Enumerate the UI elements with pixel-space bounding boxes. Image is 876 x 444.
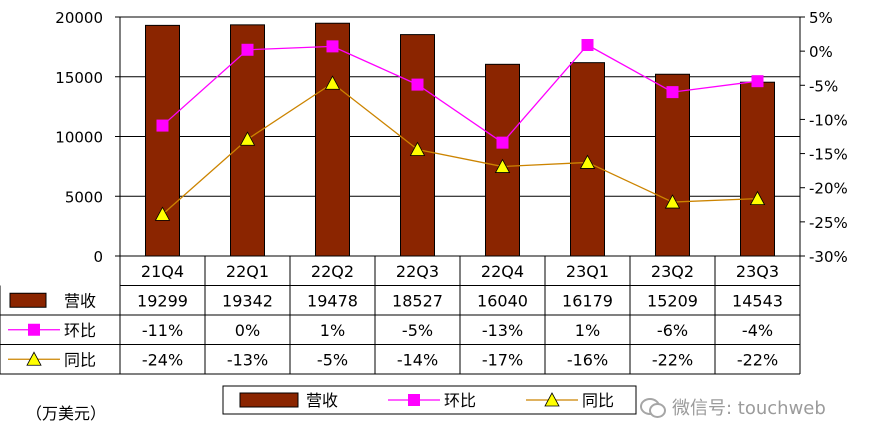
revenue-bars — [145, 22, 775, 257]
table-cell: 16179 — [562, 291, 613, 310]
left-tick-label: 5000 — [65, 188, 103, 206]
gridlines — [120, 16, 800, 197]
right-tick-label: -30% — [809, 248, 848, 266]
yoy-point — [579, 154, 596, 169]
right-tick-label: 5% — [809, 9, 833, 27]
category-label: 23Q2 — [651, 262, 694, 281]
right-tick-label: -15% — [809, 146, 848, 164]
legend-label-revenue: 营收 — [306, 391, 338, 410]
left-tick-label: 0 — [93, 248, 103, 266]
watermark-text: 微信号: touchweb — [672, 398, 826, 419]
row-label: 营收 — [64, 291, 96, 310]
watermark: 微信号: touchweb — [640, 392, 870, 422]
right-tick-label: -5% — [809, 77, 838, 95]
legend-key-yoy-marker — [544, 392, 560, 407]
table-cell: -22% — [737, 350, 778, 369]
table-cell: -17% — [482, 350, 523, 369]
category-label: 22Q2 — [311, 262, 354, 281]
left-tick-label: 20000 — [55, 9, 103, 27]
table-cell: 1% — [575, 321, 600, 340]
left-axis-ticks: 0 5000 10000 15000 20000 — [55, 9, 120, 266]
table-cell: -5% — [317, 350, 348, 369]
revenue-bar — [315, 22, 350, 257]
yoy-point — [239, 131, 256, 146]
yoy-point — [324, 75, 341, 90]
legend-label-qoq: 环比 — [444, 391, 476, 410]
row-label: 环比 — [64, 321, 96, 340]
yoy-line-series — [154, 75, 766, 221]
table-cell: -13% — [227, 350, 268, 369]
category-label: 23Q3 — [736, 262, 779, 281]
right-axis-ticks: 5% 0% -5% -10% -15% -20% -25% -30% — [800, 9, 848, 266]
unit-label: （万美元） — [26, 404, 107, 423]
data-table: 21Q4 22Q1 22Q2 22Q3 22Q4 23Q1 23Q2 23Q3 营收 19299 1… — [0, 256, 801, 375]
right-tick-label: -25% — [809, 214, 848, 232]
legend-key-revenue — [239, 392, 299, 408]
yoy-point — [154, 206, 171, 221]
table-cell: 18527 — [392, 291, 443, 310]
revenue-legend-key — [9, 292, 47, 308]
wechat-icon — [640, 396, 666, 418]
left-tick-label: 15000 — [55, 69, 103, 87]
yoy-point — [664, 194, 681, 209]
yoy-point — [409, 141, 426, 156]
table-cell: 1% — [320, 321, 345, 340]
qoq-point — [751, 75, 764, 88]
qoq-legend-marker — [28, 323, 40, 336]
yoy-point — [494, 158, 511, 173]
row-label: 同比 — [64, 350, 96, 369]
table-cell: 16040 — [477, 291, 528, 310]
table-cell: 15209 — [647, 291, 698, 310]
table-cell: -16% — [567, 350, 608, 369]
legend-key-qoq-marker — [408, 394, 420, 406]
left-tick-label: 10000 — [55, 129, 103, 147]
table-cell: 19342 — [222, 291, 273, 310]
right-tick-label: 0% — [809, 43, 833, 61]
revenue-bar — [740, 81, 775, 257]
qoq-point — [411, 78, 424, 91]
category-label: 21Q4 — [141, 262, 184, 281]
revenue-bar — [145, 24, 180, 257]
qoq-line-series — [156, 38, 764, 149]
qoq-line — [162, 44, 758, 144]
table-cell: 19478 — [307, 291, 358, 310]
category-label: 22Q4 — [481, 262, 524, 281]
table-cell: -13% — [482, 321, 523, 340]
legend-label-yoy: 同比 — [582, 391, 614, 410]
qoq-point — [326, 40, 339, 53]
table-cell: -11% — [142, 321, 183, 340]
table-cell: 0% — [235, 321, 260, 340]
table-cell: -14% — [397, 350, 438, 369]
right-tick-label: -10% — [809, 111, 848, 129]
qoq-point — [156, 119, 169, 132]
yoy-legend-marker — [26, 351, 42, 366]
qoq-point — [241, 43, 254, 56]
yoy-line — [162, 82, 758, 215]
category-label: 23Q1 — [566, 262, 609, 281]
revenue-bar — [655, 73, 690, 257]
table-cell: 14543 — [732, 291, 783, 310]
qoq-point — [581, 38, 594, 51]
legend: 营收 环比 同比 — [222, 385, 637, 415]
table-cell: 19299 — [137, 291, 188, 310]
yoy-point — [749, 190, 766, 206]
qoq-point — [666, 86, 679, 99]
right-tick-label: -20% — [809, 180, 848, 198]
qoq-point — [496, 136, 509, 149]
table-cell: -4% — [742, 321, 773, 340]
table-cell: -6% — [657, 321, 688, 340]
table-cell: -5% — [402, 321, 433, 340]
table-cell: -24% — [142, 350, 183, 369]
table-cell: -22% — [652, 350, 693, 369]
category-label: 22Q1 — [226, 262, 269, 281]
category-label: 22Q3 — [396, 262, 439, 281]
